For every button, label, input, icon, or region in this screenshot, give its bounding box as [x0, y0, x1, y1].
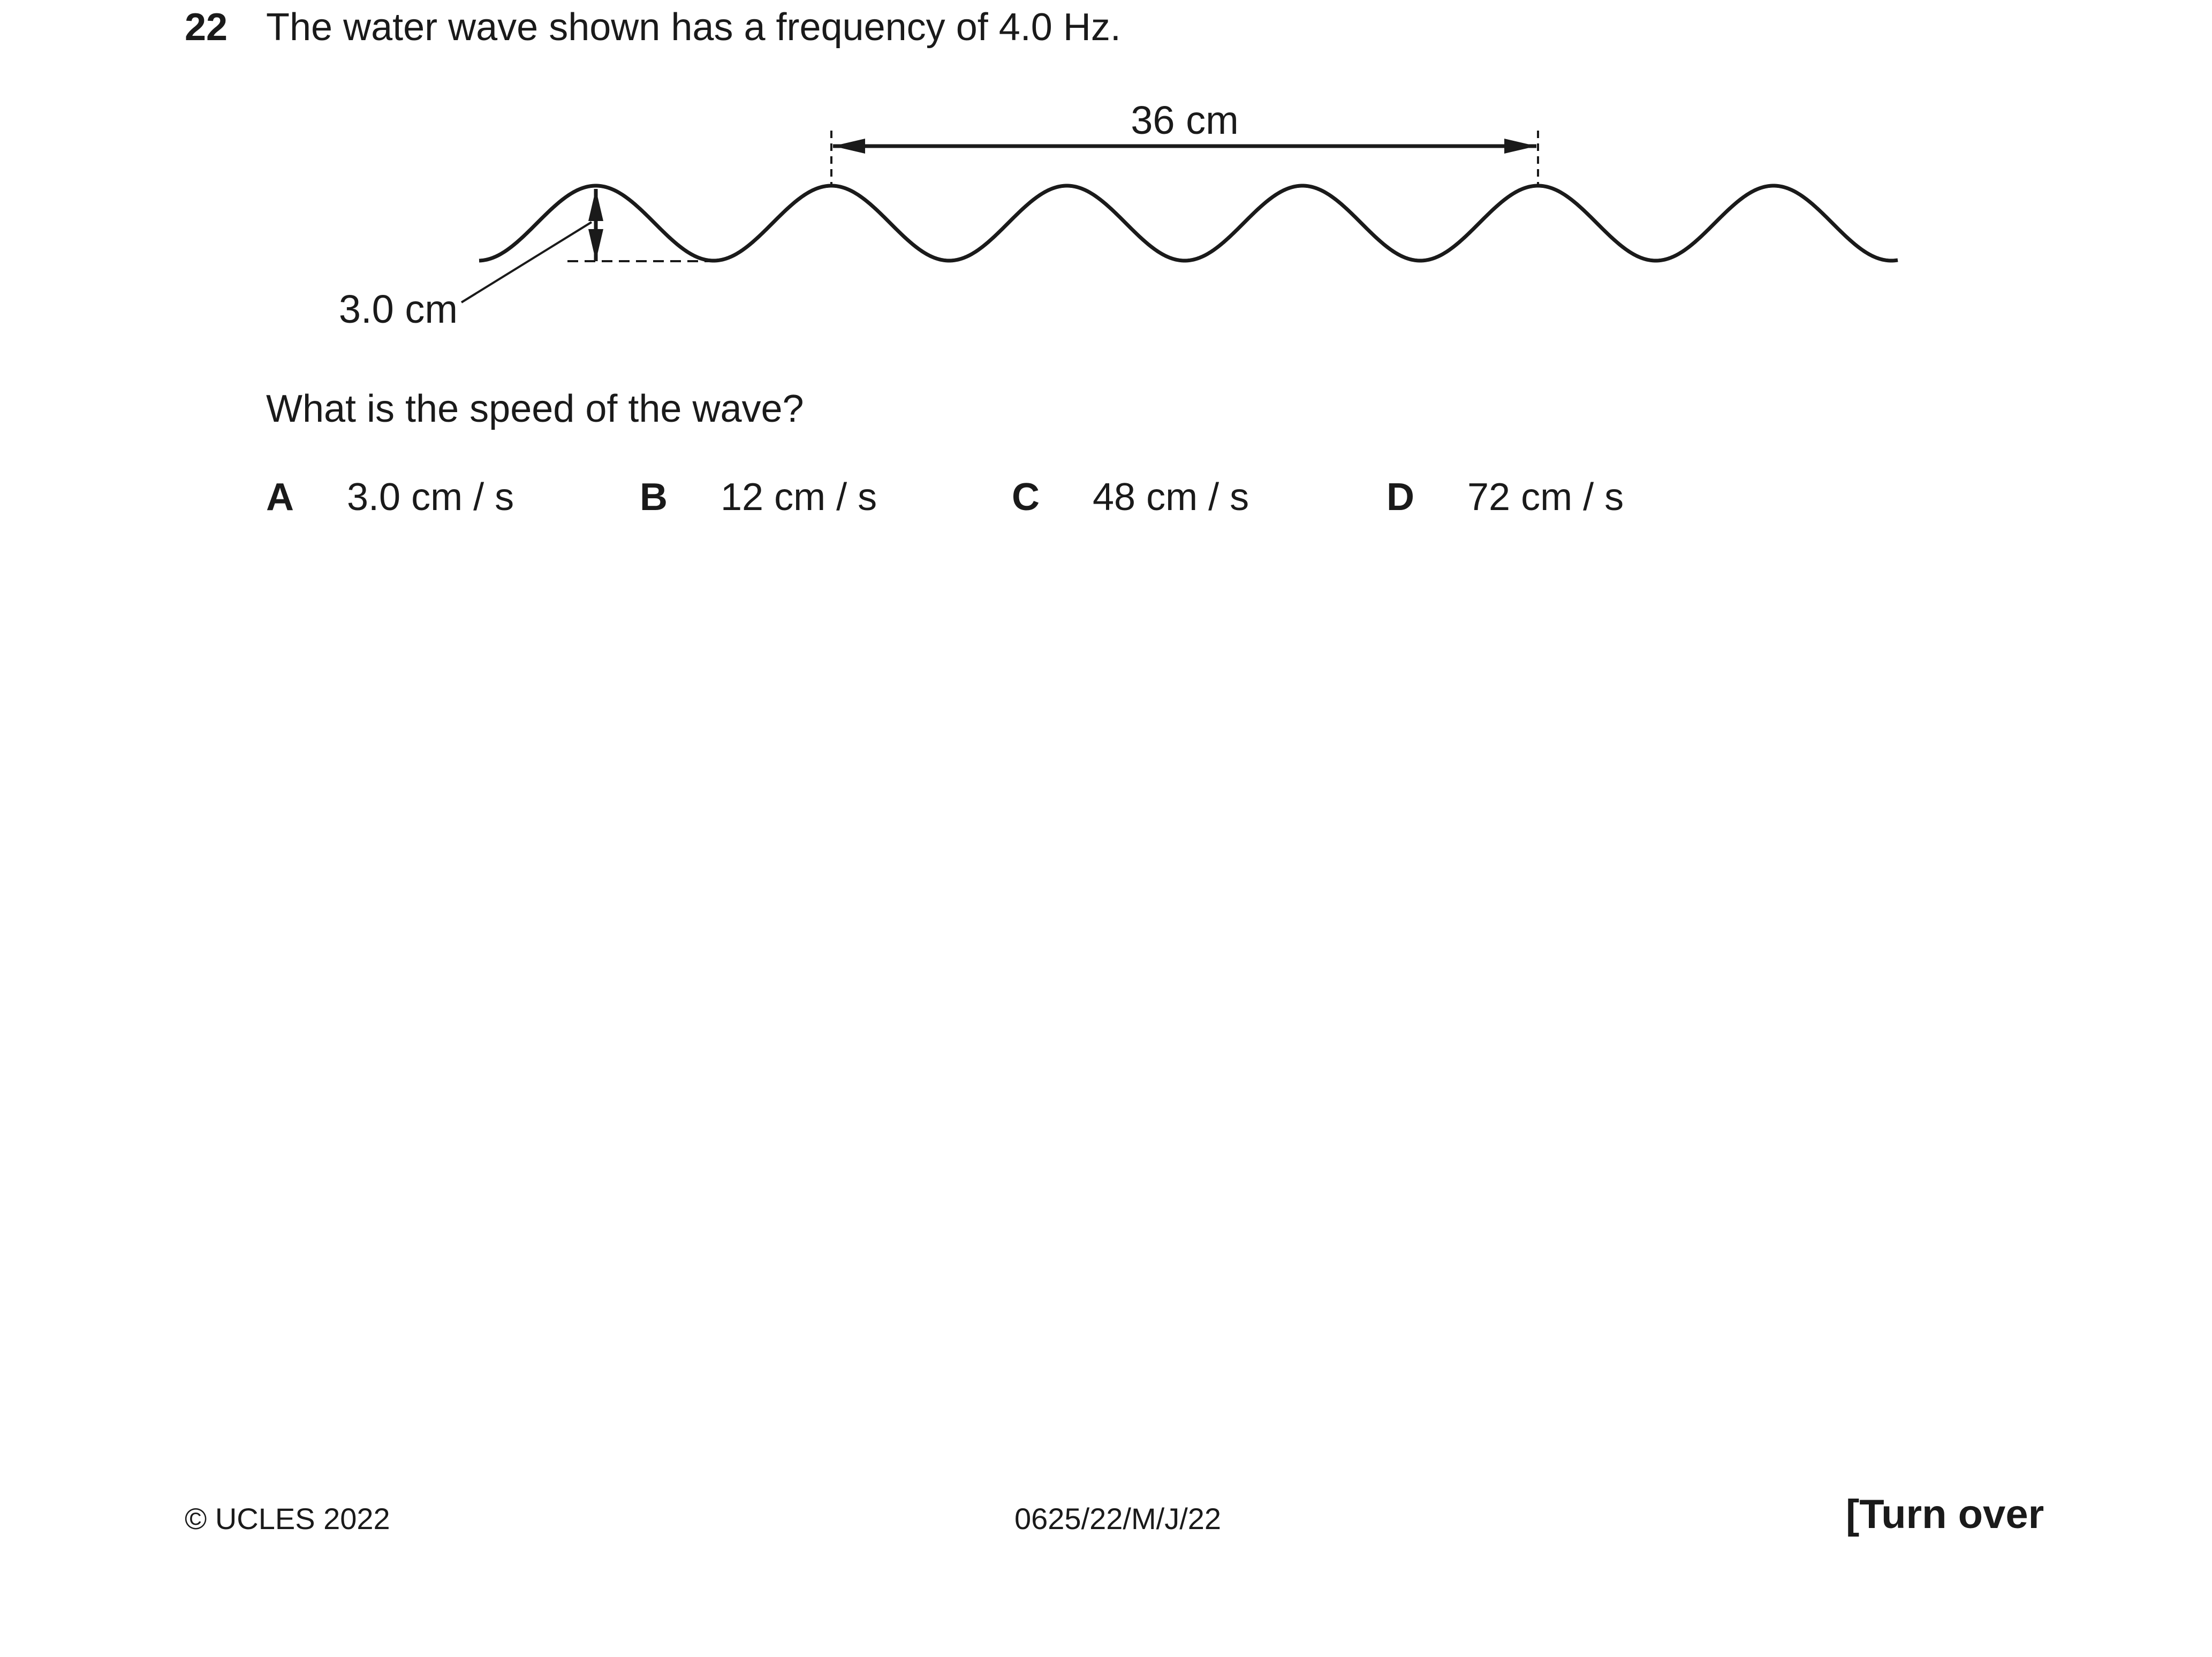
distance-label: 36 cm: [1131, 98, 1239, 142]
option-b-letter: B: [640, 476, 668, 519]
option-a-text: 3.0 cm / s: [347, 476, 514, 519]
option-b-text: 12 cm / s: [721, 476, 877, 519]
option-d-text: 72 cm / s: [1467, 476, 1624, 519]
option-c-text: 48 cm / s: [1093, 476, 1249, 519]
question-number: 22: [185, 6, 228, 49]
option-d-letter: D: [1387, 476, 1414, 519]
footer-copyright: © UCLES 2022: [185, 1502, 390, 1536]
amplitude-leader-line: [460, 221, 593, 303]
question-text: The water wave shown has a frequency of …: [266, 6, 1121, 49]
option-a-letter: A: [266, 476, 294, 519]
footer-paper-code: 0625/22/M/J/22: [1014, 1502, 1222, 1536]
option-c-letter: C: [1012, 476, 1040, 519]
wave-curve: [479, 184, 1898, 263]
amplitude-label: 3.0 cm: [339, 287, 458, 331]
question-prompt: What is the speed of the wave?: [266, 387, 804, 430]
wave-diagram: 36 cm 3.0 cm: [339, 98, 1898, 331]
footer-turn-over: [Turn over: [1846, 1492, 2044, 1537]
